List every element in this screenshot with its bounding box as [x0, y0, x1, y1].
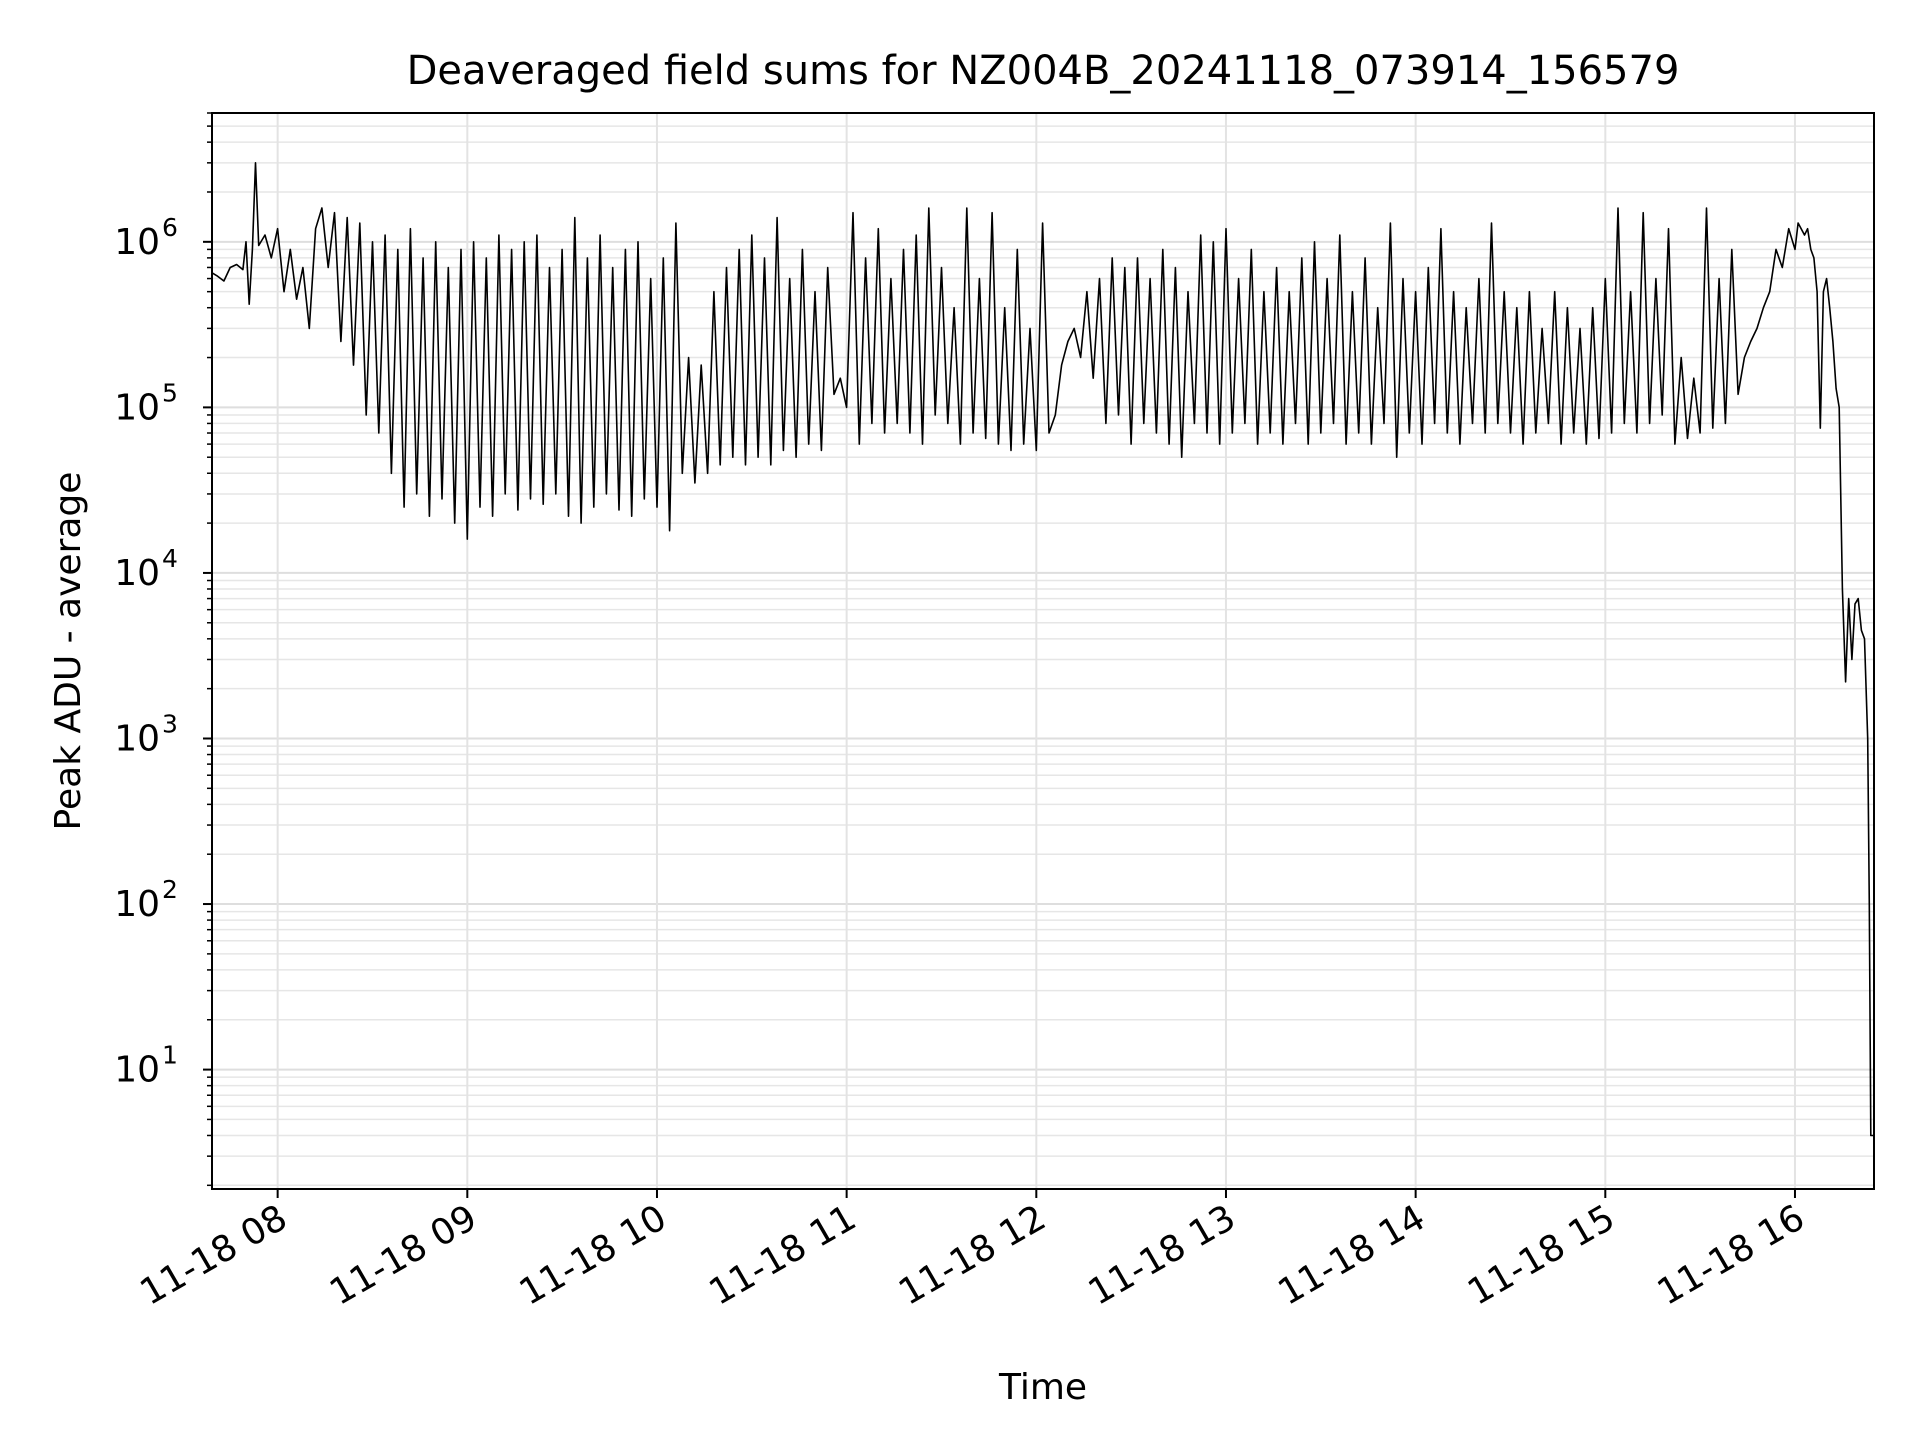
- y-tick-label: 10: [114, 387, 160, 428]
- y-tick-label: 10: [114, 222, 160, 263]
- y-tick-label: 10: [114, 718, 160, 759]
- y-tick-exponent: 5: [162, 378, 178, 407]
- y-tick-exponent: 2: [162, 875, 178, 904]
- y-tick-label: 10: [114, 1050, 160, 1091]
- y-tick-exponent: 4: [162, 544, 178, 573]
- y-tick-exponent: 6: [162, 213, 178, 242]
- y-tick-exponent: 3: [162, 709, 178, 738]
- chart-title: Deaveraged field sums for NZ004B_2024111…: [407, 48, 1680, 94]
- data-line-layer: [211, 162, 1874, 1137]
- x-axis-label: Time: [998, 1367, 1087, 1408]
- grid-lines: [212, 112, 1874, 1189]
- plot-area: [211, 112, 1875, 1190]
- y-axis-label: Peak ADU - average: [48, 472, 89, 831]
- y-tick-label: 10: [114, 553, 160, 594]
- y-tick-label: 10: [114, 884, 160, 925]
- series-line-0: [211, 162, 1874, 1137]
- y-tick-exponent: 1: [162, 1041, 178, 1070]
